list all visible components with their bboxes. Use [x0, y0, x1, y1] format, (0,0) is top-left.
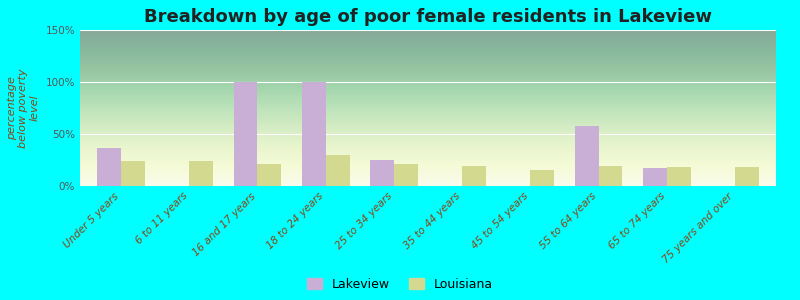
- Bar: [530, 170, 554, 186]
- Bar: [643, 168, 667, 186]
- Bar: [302, 82, 326, 186]
- Bar: [234, 82, 258, 186]
- Bar: [189, 161, 213, 186]
- Bar: [326, 155, 350, 186]
- Bar: [370, 160, 394, 186]
- Legend: Lakeview, Louisiana: Lakeview, Louisiana: [307, 278, 493, 291]
- Bar: [394, 164, 418, 186]
- Bar: [735, 167, 759, 186]
- Title: Breakdown by age of poor female residents in Lakeview: Breakdown by age of poor female resident…: [144, 8, 712, 26]
- Y-axis label: percentage
below poverty
level: percentage below poverty level: [6, 68, 40, 148]
- Bar: [462, 166, 486, 186]
- Bar: [97, 148, 121, 186]
- Bar: [258, 164, 282, 186]
- Bar: [598, 166, 622, 186]
- Bar: [667, 167, 690, 186]
- Bar: [121, 161, 145, 186]
- Bar: [574, 126, 598, 186]
